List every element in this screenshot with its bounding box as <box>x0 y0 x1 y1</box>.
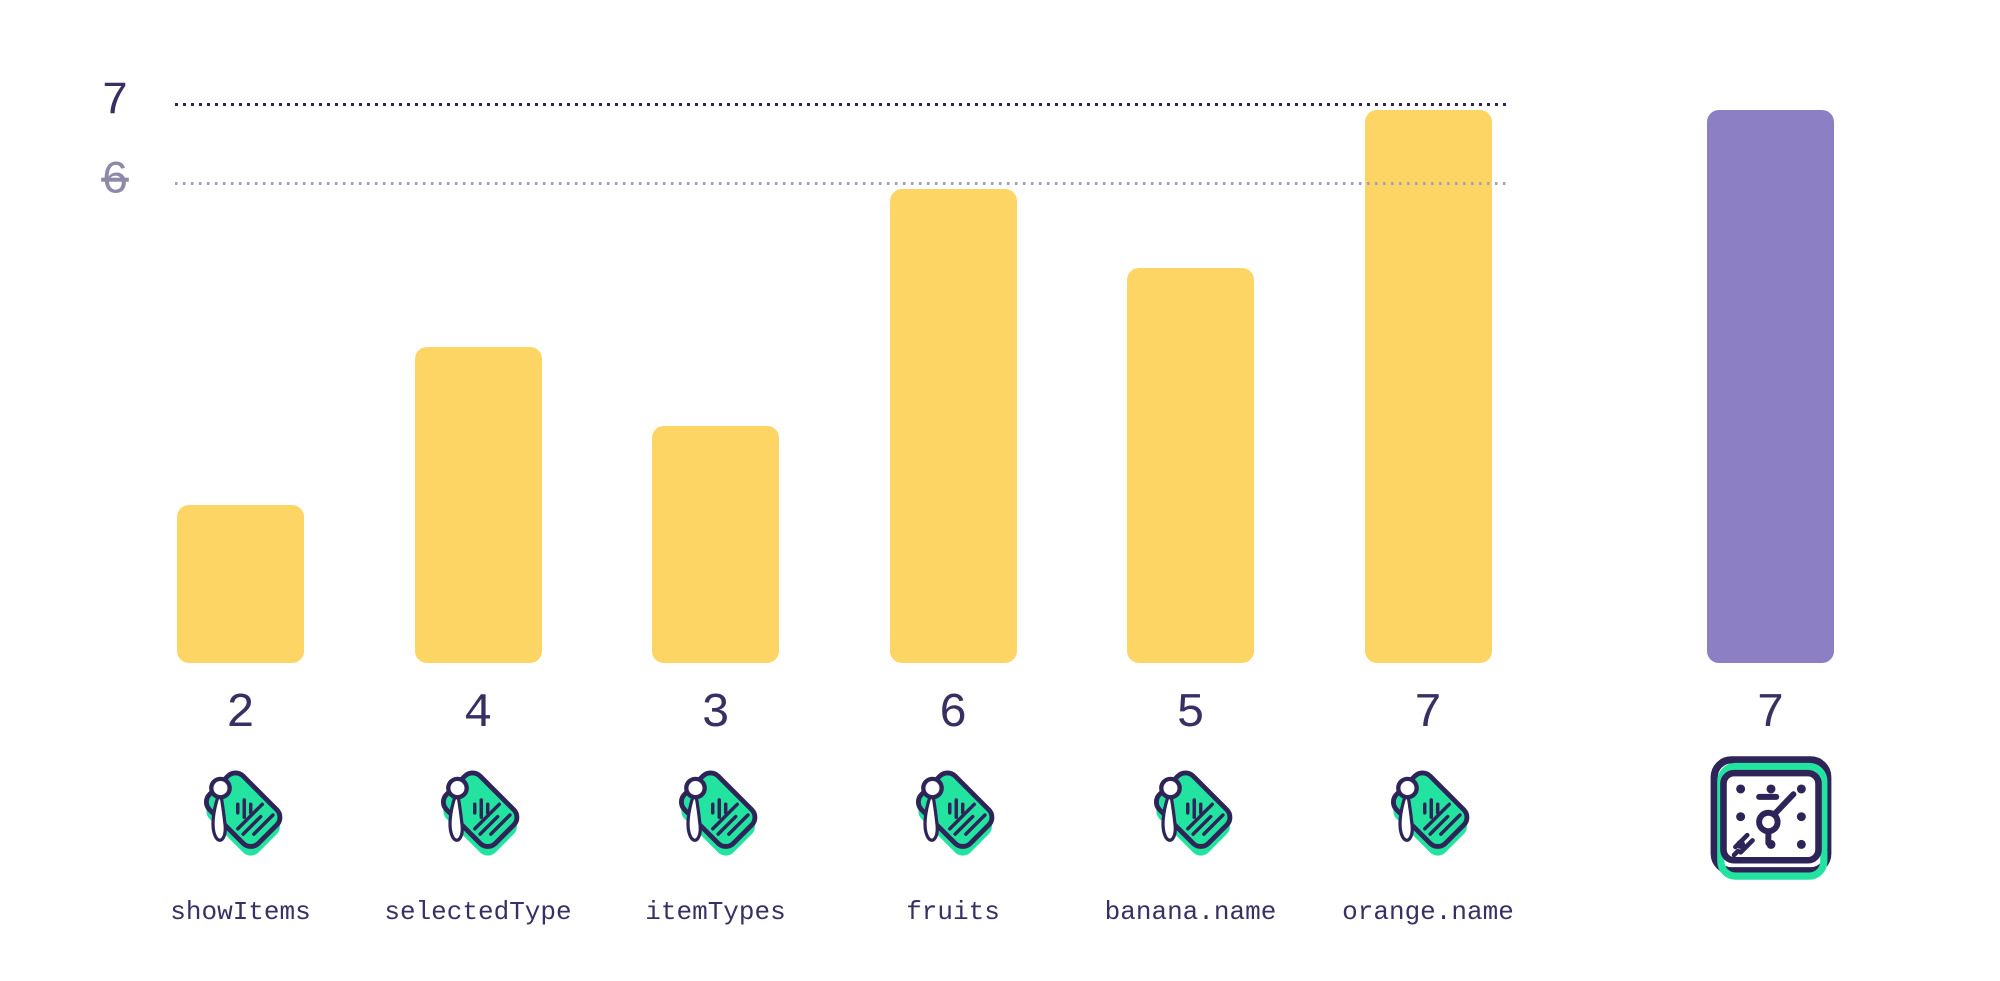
bar-icon-itemTypes <box>662 760 770 868</box>
tag-icon <box>203 770 282 856</box>
bar-value-showItems: 2 <box>226 687 255 741</box>
bar-icon-render-count <box>1705 752 1837 884</box>
bar-label-showItems: showItems <box>170 897 311 927</box>
bar-icon-selectedType <box>424 760 532 868</box>
tag-icon <box>678 770 757 856</box>
bar-selectedType <box>414 347 542 663</box>
y-axis-label-6: 6 <box>101 154 129 207</box>
y-axis-label-7: 7 <box>101 75 129 128</box>
tag-icon <box>1153 770 1232 856</box>
bar-label-fruits: fruits <box>906 897 1000 927</box>
bar-itemTypes <box>652 426 779 663</box>
bar-icon-banana.name <box>1137 760 1245 868</box>
bar-orange.name <box>1364 110 1492 663</box>
bar-value-orange.name: 7 <box>1413 687 1443 741</box>
bar-label-itemTypes: itemTypes <box>645 897 786 927</box>
bar-fruits <box>889 189 1017 663</box>
bar-icon-fruits <box>899 760 1007 868</box>
bar-label-selectedType: selectedType <box>384 897 572 927</box>
bar-value-fruits: 6 <box>938 687 968 741</box>
bar-showItems <box>177 505 304 663</box>
gauge-icon <box>1710 756 1831 880</box>
bar-icon-orange.name <box>1374 760 1482 868</box>
tag-icon <box>1390 770 1470 856</box>
bar-value-selectedType: 4 <box>463 687 493 741</box>
tag-icon <box>440 770 520 856</box>
bar-render-count <box>1707 110 1834 663</box>
bar-banana.name <box>1127 268 1254 663</box>
bar-icon-showItems <box>187 760 295 868</box>
dotted-gridline-6 <box>175 181 1508 185</box>
bar-value-itemTypes: 3 <box>701 687 730 741</box>
bar-value-render-count: 7 <box>1756 687 1785 741</box>
bar-value-banana.name: 5 <box>1176 687 1205 741</box>
bar-label-banana.name: banana.name <box>1104 897 1277 927</box>
bar-label-orange.name: orange.name <box>1342 897 1514 927</box>
dotted-gridline-7 <box>175 102 1508 106</box>
tag-icon <box>915 770 995 856</box>
